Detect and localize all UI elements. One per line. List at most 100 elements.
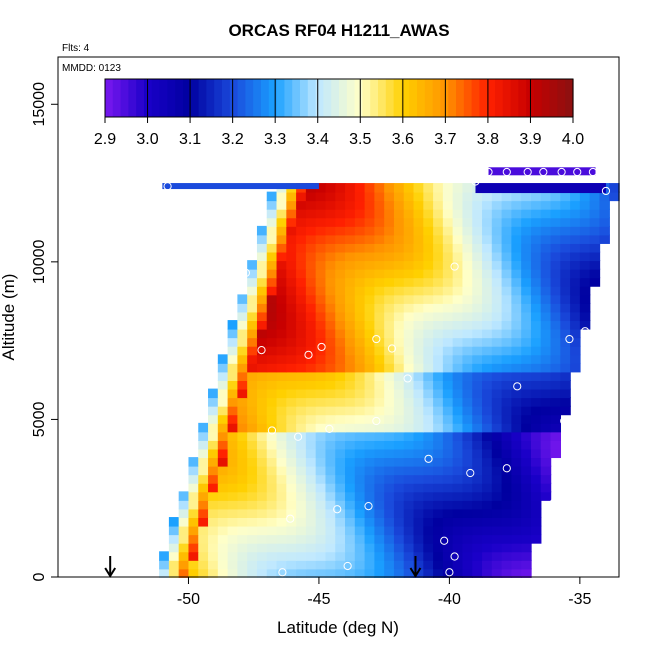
heatmap-cell <box>560 285 571 296</box>
heatmap-cell <box>384 559 395 570</box>
plot-frame <box>57 56 620 578</box>
heatmap-cell <box>296 260 307 270</box>
heatmap-cell <box>403 183 415 193</box>
heatmap-cell <box>442 542 454 553</box>
heatmap-cell <box>413 482 425 493</box>
heatmap-cell <box>325 397 336 407</box>
heatmap-cell <box>237 474 248 484</box>
heatmap-cell <box>384 542 395 553</box>
colorbar-swatch <box>378 79 387 117</box>
colorbar-swatch <box>362 79 371 117</box>
heatmap-cell <box>413 534 425 544</box>
heatmap-cell <box>462 208 473 219</box>
heatmap-cell <box>521 371 532 381</box>
heatmap-cell <box>521 208 532 219</box>
heatmap-cell <box>256 302 268 313</box>
heatmap-cell <box>423 559 434 570</box>
heatmap-cell <box>217 439 229 450</box>
heatmap-cell <box>247 371 258 381</box>
heatmap-cell <box>560 405 571 416</box>
heatmap-cell <box>472 277 483 287</box>
heatmap-cell <box>266 482 278 493</box>
heatmap-cell <box>403 422 415 433</box>
heatmap-cell <box>335 499 346 510</box>
heatmap-cell <box>482 371 493 381</box>
heatmap-cell <box>423 371 434 381</box>
heatmap-cell <box>286 328 297 339</box>
heatmap-cell <box>452 217 464 227</box>
heatmap-cell <box>256 260 268 270</box>
heatmap-cell <box>501 542 513 553</box>
heatmap-cell <box>266 542 278 553</box>
heatmap-cell <box>374 268 385 279</box>
heatmap-cell <box>540 397 552 407</box>
heatmap-cell <box>227 482 239 493</box>
heatmap-cell <box>384 243 395 253</box>
colorbar-swatch <box>510 79 519 117</box>
heatmap-cell <box>579 217 591 227</box>
heatmap-cell <box>452 465 464 476</box>
heatmap-cell <box>384 208 395 219</box>
heatmap-cell <box>393 277 405 287</box>
heatmap-cell <box>227 414 239 424</box>
heatmap-cell <box>178 551 190 561</box>
heatmap-cell <box>276 294 288 304</box>
heatmap-cell <box>266 448 278 459</box>
heatmap-cell <box>237 311 248 322</box>
heatmap-cell <box>266 268 278 279</box>
heatmap-cell <box>364 508 376 518</box>
heatmap-cell <box>491 302 503 313</box>
heatmap-cell <box>217 414 229 424</box>
heatmap-cell <box>286 448 297 459</box>
heatmap-cell <box>315 534 327 544</box>
heatmap-cell <box>266 217 278 227</box>
heatmap-cell <box>198 439 209 450</box>
sample-marker <box>513 382 522 391</box>
sample-marker <box>403 374 412 383</box>
heatmap-cell <box>403 568 415 578</box>
heatmap-cell <box>462 388 473 399</box>
heatmap-cell <box>540 431 552 441</box>
heatmap-cell <box>472 422 483 433</box>
heatmap-cell <box>442 337 454 347</box>
heatmap-cell <box>511 311 522 322</box>
heatmap-cell <box>599 191 610 202</box>
heatmap-cell <box>325 474 336 484</box>
heatmap-cell <box>345 225 356 236</box>
heatmap-cell <box>266 457 278 467</box>
heatmap-cell <box>482 311 493 322</box>
heatmap-cell <box>276 260 288 270</box>
heatmap-cell <box>198 499 209 510</box>
heatmap-cell <box>393 397 405 407</box>
heatmap-cell <box>168 517 180 527</box>
heatmap-cell <box>403 499 415 510</box>
heatmap-cell <box>423 260 434 270</box>
heatmap-cell <box>482 439 493 450</box>
heatmap-cell <box>423 320 434 330</box>
heatmap-cell <box>266 251 278 262</box>
heatmap-cell <box>413 294 425 304</box>
heatmap-cell <box>452 559 464 570</box>
heatmap-cell <box>511 491 522 501</box>
heatmap-cell <box>247 328 258 339</box>
heatmap-cell <box>413 183 425 193</box>
heatmap-cell <box>452 337 464 347</box>
heatmap-cell <box>227 405 239 416</box>
heatmap-cell <box>570 191 581 202</box>
heatmap-cell <box>374 285 385 296</box>
heatmap-cell <box>286 439 297 450</box>
heatmap-cell <box>296 200 307 210</box>
heatmap-cell <box>462 337 473 347</box>
heatmap-cell <box>345 320 356 330</box>
heatmap-cell <box>325 482 336 493</box>
heatmap-cell <box>540 362 552 373</box>
heatmap-cell <box>354 217 366 227</box>
heatmap-cell <box>442 345 454 356</box>
heatmap-cell <box>462 499 473 510</box>
heatmap-cell <box>442 380 454 390</box>
heatmap-cell <box>472 234 483 244</box>
heatmap-cell <box>325 337 336 347</box>
heatmap-cell <box>491 508 503 518</box>
heatmap-cell <box>217 551 229 561</box>
heatmap-cell <box>315 328 327 339</box>
